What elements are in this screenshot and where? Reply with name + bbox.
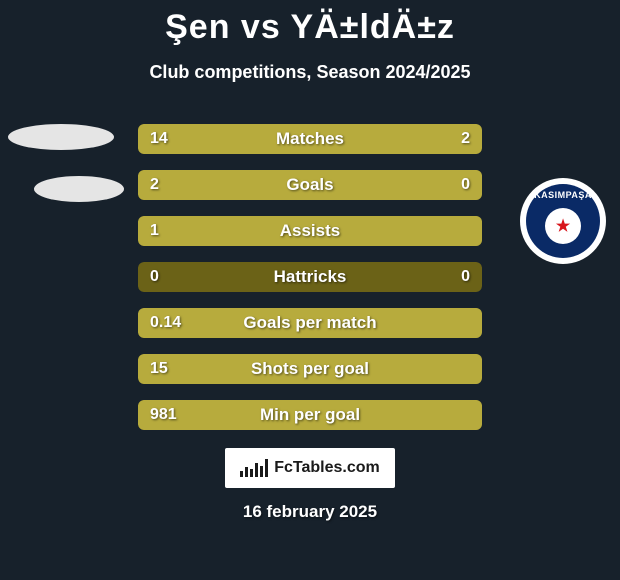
stat-row: Shots per goal15 [138, 354, 482, 384]
stat-row: Hattricks00 [138, 262, 482, 292]
stat-row: Assists1 [138, 216, 482, 246]
stat-row: Matches142 [138, 124, 482, 154]
brand-box: FcTables.com [225, 448, 395, 488]
stat-bars: Matches142 Goals20 Assists1 Hattricks00 Goal… [138, 124, 482, 446]
crescent-icon: ★ [545, 208, 581, 244]
bar-fill-left [138, 216, 482, 246]
stat-row: Goals20 [138, 170, 482, 200]
comparison-subtitle: Club competitions, Season 2024/2025 [0, 62, 620, 83]
club-badge-kasimpasa: KASIMPAŞA ★ [520, 178, 606, 264]
star-icon: ★ [556, 216, 570, 236]
snapshot-date: 16 february 2025 [0, 502, 620, 522]
bar-fill-left [138, 124, 403, 154]
club-badge-inner: KASIMPAŞA ★ [526, 184, 600, 258]
comparison-title: Şen vs YÄ±ldÄ±z [0, 8, 620, 47]
bar-fill-left [138, 170, 482, 200]
bar-fill-left [138, 400, 482, 430]
club-badge-text: KASIMPAŞA [526, 190, 600, 200]
bar-track [138, 262, 482, 292]
stat-row: Min per goal981 [138, 400, 482, 430]
avatar-placeholder-1 [8, 124, 114, 150]
bar-fill-left [138, 354, 482, 384]
bar-fill-left [138, 308, 482, 338]
bar-fill-right [403, 124, 482, 154]
stat-row: Goals per match0.14 [138, 308, 482, 338]
brand-text: FcTables.com [274, 459, 380, 477]
bar-chart-icon [240, 459, 268, 477]
avatar-placeholder-2 [34, 176, 124, 202]
